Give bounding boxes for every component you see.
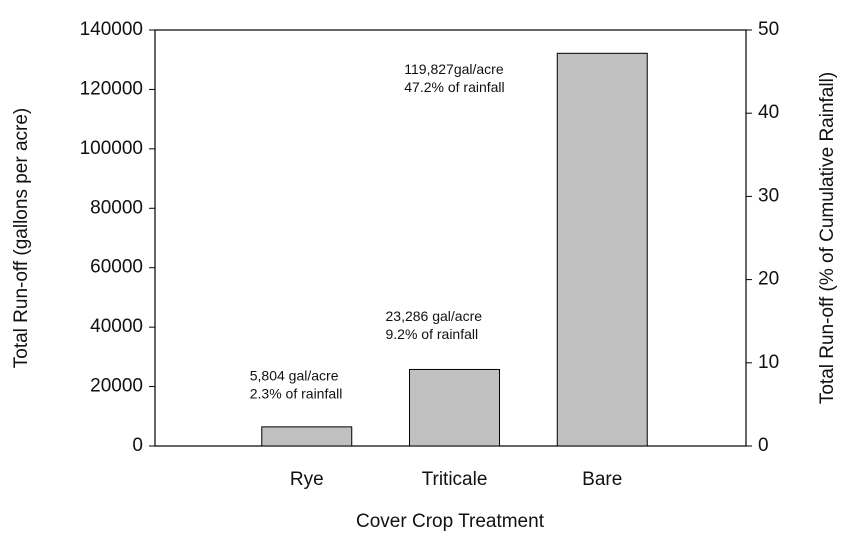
x-tick-label: Rye <box>290 469 324 490</box>
annotation: 23,286 gal/acre <box>386 308 483 324</box>
y-tick-label: 80000 <box>90 197 143 218</box>
value-label: 47.2% of rainfall <box>404 79 504 95</box>
y2-tick-label: 20 <box>758 269 779 290</box>
x-tick-label: Bare <box>582 469 622 490</box>
annotation: 5,804 gal/acre <box>250 368 339 384</box>
bar <box>409 368 500 447</box>
y-tick-label: 60000 <box>90 257 143 278</box>
y-tick-label: 0 <box>132 435 143 456</box>
value-label: 2.3% of rainfall <box>250 386 343 402</box>
y-tick-label: 40000 <box>90 316 143 337</box>
y2-tick-label: 50 <box>758 19 779 40</box>
y-tick-label: 100000 <box>80 138 143 159</box>
y2-tick-label: 30 <box>758 185 779 206</box>
bar <box>261 426 353 447</box>
y-tick-label: 20000 <box>90 376 143 397</box>
y2-tick-label: 40 <box>758 102 779 123</box>
y2-tick-label: 0 <box>758 435 769 456</box>
y-tick-label: 140000 <box>80 19 143 40</box>
x-tick-label: Triticale <box>422 469 488 490</box>
y2-tick-label: 10 <box>758 352 779 373</box>
value-label: 9.2% of rainfall <box>386 326 479 342</box>
bar <box>556 52 648 447</box>
x-axis-title: Cover Crop Treatment <box>356 511 545 532</box>
y-tick-label: 120000 <box>80 78 143 99</box>
y-axis-title: Total Run-off (gallons per acre) <box>11 108 32 369</box>
y2-axis-title: Total Run-off (% of Cumulative Rainfall) <box>817 72 838 404</box>
annotation: 119,827gal/acre <box>404 61 504 77</box>
